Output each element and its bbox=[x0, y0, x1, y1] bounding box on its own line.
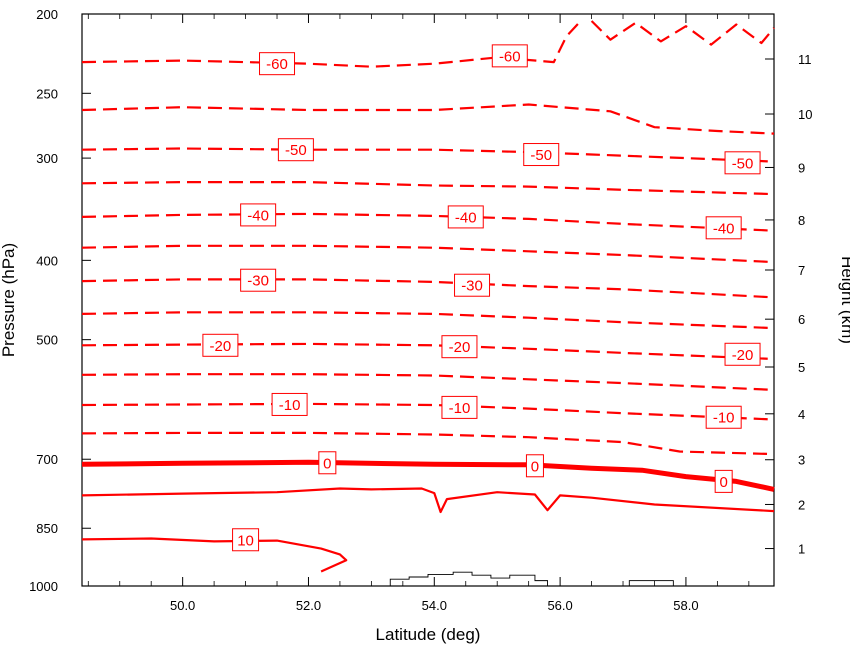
contour-label-box bbox=[240, 203, 277, 227]
contour-label: -40 bbox=[713, 220, 735, 237]
contour-label-box bbox=[454, 273, 491, 297]
contour-label-box bbox=[523, 143, 560, 167]
contour-label-box bbox=[447, 205, 484, 229]
contour-label-box bbox=[259, 52, 296, 76]
contour-line--55 bbox=[81, 103, 775, 135]
contour-label-box bbox=[491, 44, 528, 68]
y-left-tick-label: 400 bbox=[36, 253, 58, 268]
contour-line-5 bbox=[81, 487, 775, 514]
contour-label: -20 bbox=[732, 347, 754, 364]
contour-label: -40 bbox=[455, 209, 477, 226]
contour-label-box bbox=[240, 268, 277, 292]
contour-label: -10 bbox=[279, 397, 301, 414]
terrain-profile bbox=[377, 571, 674, 587]
y-left-tick-label: 250 bbox=[36, 86, 58, 101]
contour-label-box bbox=[705, 216, 742, 240]
x-axis-title: Latitude (deg) bbox=[376, 625, 481, 644]
terrain-line bbox=[377, 571, 548, 587]
y-right-tick-label: 7 bbox=[798, 263, 805, 278]
contour-label-box bbox=[318, 451, 337, 475]
y-right-tick-label: 9 bbox=[798, 160, 805, 175]
contour-label: -20 bbox=[449, 339, 471, 356]
x-tick-label: 54.0 bbox=[422, 598, 447, 613]
contour-label-box bbox=[525, 454, 544, 478]
y-axis-left: 200 250 300 400 500 700 850 1000 bbox=[29, 7, 91, 594]
contour-label: -10 bbox=[449, 400, 471, 417]
contour-label: -40 bbox=[247, 207, 269, 224]
y-left-tick-label: 1000 bbox=[29, 579, 58, 594]
y-right-tick-label: 1 bbox=[798, 542, 805, 557]
contour-line-10 bbox=[81, 537, 348, 573]
contour-label: -10 bbox=[713, 410, 735, 427]
y-right-tick-label: 10 bbox=[798, 107, 812, 122]
y-right-tick-label: 8 bbox=[798, 213, 805, 228]
y-left-tick-label: 200 bbox=[36, 7, 58, 22]
contour-label-box bbox=[232, 528, 260, 552]
y-axis-right-title: Height (km) bbox=[838, 256, 850, 344]
contour-label-box bbox=[202, 333, 239, 357]
contour-label: 0 bbox=[720, 474, 728, 491]
contour-line--60 bbox=[81, 22, 580, 68]
contour-label: -30 bbox=[247, 273, 269, 290]
contour-label: 0 bbox=[531, 458, 539, 475]
contour-label: 0 bbox=[323, 455, 331, 472]
y-left-tick-label: 700 bbox=[36, 452, 58, 467]
contour-label-box bbox=[724, 151, 761, 175]
x-tick-label: 56.0 bbox=[547, 598, 572, 613]
contour-labels: -60 -60 -50 -50 -50 -40 -40 -40 -30 -30 -20 -20 -20 -… bbox=[202, 44, 761, 552]
contour-label: -60 bbox=[499, 48, 521, 65]
y-right-tick-label: 5 bbox=[798, 360, 805, 375]
contour-label-box bbox=[724, 342, 761, 366]
contour-label: -50 bbox=[732, 155, 754, 172]
x-tick-label: 50.0 bbox=[170, 598, 195, 613]
contour-label: -30 bbox=[461, 278, 483, 295]
contour-label: 10 bbox=[237, 532, 254, 549]
plot-area bbox=[81, 13, 775, 587]
contour-label: -20 bbox=[210, 338, 232, 355]
y-right-tick-label: 11 bbox=[798, 52, 812, 67]
contour-line--5 bbox=[81, 431, 775, 456]
contour-label-box bbox=[271, 392, 308, 416]
contour-line--50 bbox=[81, 147, 775, 163]
y-left-tick-label: 850 bbox=[36, 521, 58, 536]
contour-line-0 bbox=[81, 459, 775, 492]
contour-label-box bbox=[277, 138, 314, 162]
contour-label: -50 bbox=[530, 147, 552, 164]
contour-label-box bbox=[441, 335, 478, 359]
contour-label: -60 bbox=[266, 56, 288, 73]
contour-label-box bbox=[714, 469, 733, 493]
y-axis-right: 1 2 3 4 5 6 7 8 9 10 11 bbox=[765, 52, 812, 557]
contour-label-box bbox=[705, 405, 742, 429]
contour-label-box bbox=[441, 395, 478, 419]
y-right-tick-label: 2 bbox=[798, 497, 805, 512]
y-right-tick-label: 4 bbox=[798, 407, 805, 422]
y-left-tick-label: 500 bbox=[36, 333, 58, 348]
x-axis: 50.0 52.0 54.0 56.0 58.0 bbox=[87, 14, 750, 613]
y-right-tick-label: 6 bbox=[798, 312, 805, 327]
contour-line--60 bbox=[590, 20, 775, 46]
x-tick-label: 58.0 bbox=[673, 598, 698, 613]
y-right-tick-label: 3 bbox=[798, 453, 805, 468]
terrain-box bbox=[628, 580, 674, 587]
y-left-tick-label: 300 bbox=[36, 151, 58, 166]
x-tick-label: 52.0 bbox=[296, 598, 321, 613]
contour-label: -50 bbox=[285, 142, 307, 159]
contour-lines bbox=[81, 20, 775, 573]
y-axis-left-title: Pressure (hPa) bbox=[0, 243, 18, 357]
